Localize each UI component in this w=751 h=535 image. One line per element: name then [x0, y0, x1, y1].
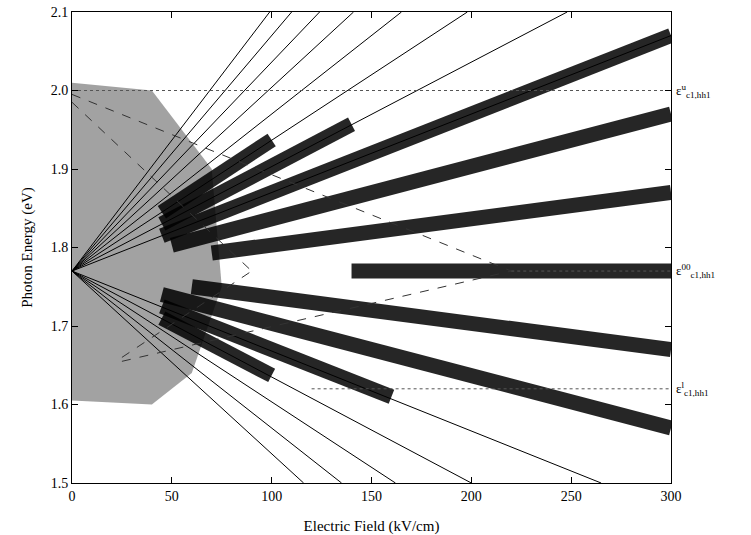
- svg-text:2.0: 2.0: [51, 83, 69, 98]
- svg-text:250: 250: [561, 489, 582, 504]
- svg-text:200: 200: [461, 489, 482, 504]
- svg-text:2.1: 2.1: [51, 5, 69, 20]
- svg-text:1.8: 1.8: [51, 240, 69, 255]
- svg-text:1.6: 1.6: [51, 397, 69, 412]
- svg-text:ε​l​​c1,hh1​: ε​l​​c1,hh1​: [676, 380, 709, 398]
- svg-text:1.5: 1.5: [51, 476, 69, 491]
- svg-text:ε​u​​c1,hh1​: ε​u​​c1,hh1​: [676, 82, 711, 100]
- svg-text:100: 100: [261, 489, 282, 504]
- svg-text:150: 150: [361, 489, 382, 504]
- svg-text:50: 50: [165, 489, 179, 504]
- svg-text:300: 300: [661, 489, 682, 504]
- svg-text:1.9: 1.9: [51, 162, 69, 177]
- svg-text:ε​00​​c1,hh1​: ε​00​​c1,hh1​: [676, 262, 715, 280]
- svg-text:Electric Field (kV/cm): Electric Field (kV/cm): [304, 518, 440, 535]
- svg-text:Photon Energy (eV): Photon Energy (eV): [19, 187, 36, 308]
- svg-text:1.7: 1.7: [51, 319, 69, 334]
- svg-text:0: 0: [69, 489, 76, 504]
